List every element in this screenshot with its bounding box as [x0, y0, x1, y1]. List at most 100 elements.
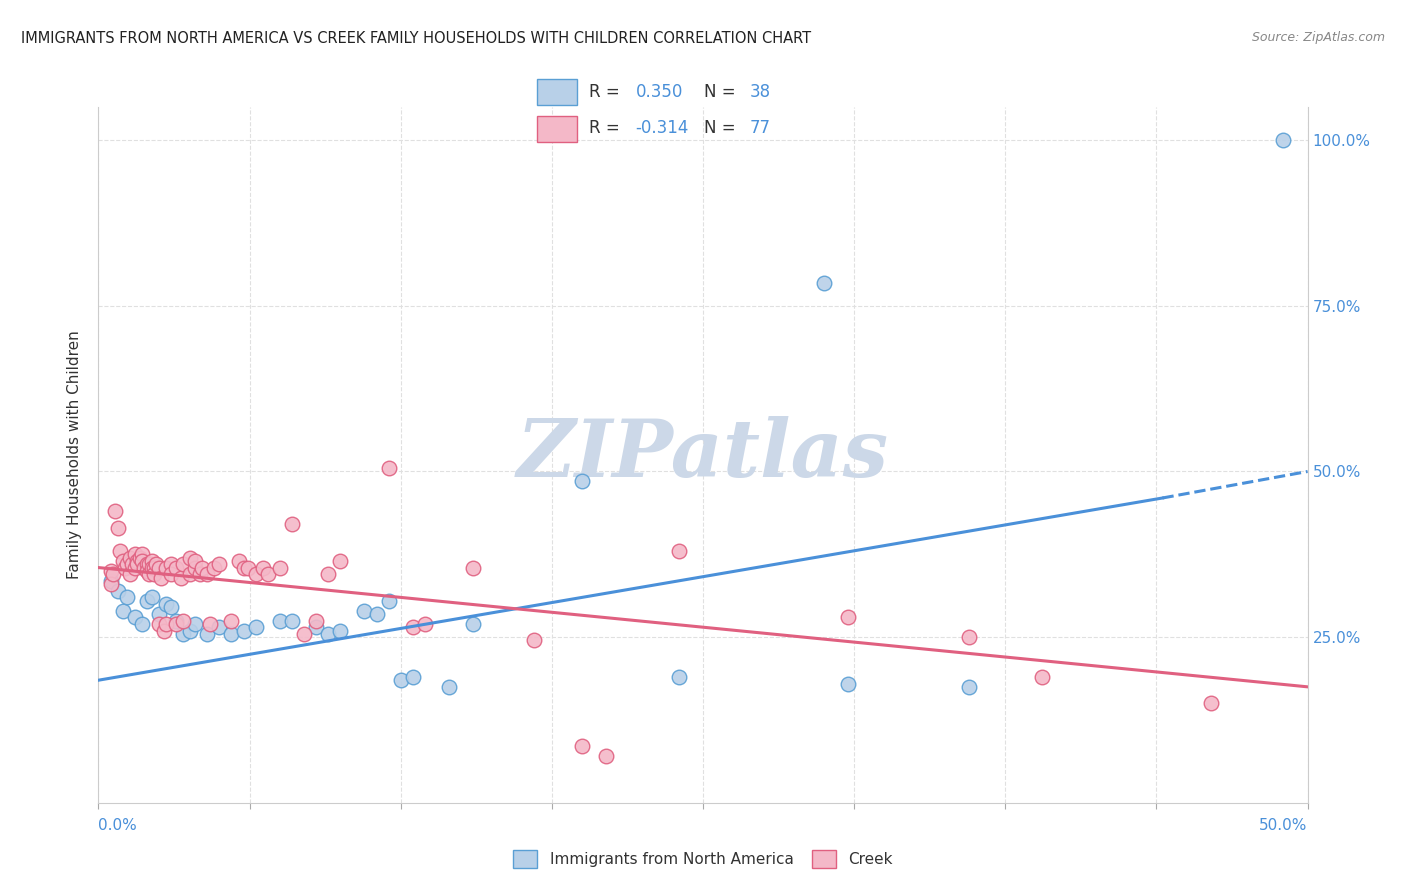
Point	[169, 570, 191, 584]
Point	[191, 560, 214, 574]
Point	[221, 614, 243, 628]
Point	[252, 560, 274, 574]
Point	[160, 600, 183, 615]
Point	[195, 567, 218, 582]
Point	[155, 560, 177, 574]
Point	[245, 620, 267, 634]
Text: Source: ZipAtlas.com: Source: ZipAtlas.com	[1251, 31, 1385, 45]
Point	[108, 544, 131, 558]
Point	[204, 560, 226, 574]
Point	[141, 554, 163, 568]
Point	[118, 550, 141, 565]
Point	[127, 558, 149, 572]
Point	[668, 670, 690, 684]
Point	[281, 614, 304, 628]
Point	[413, 616, 436, 631]
Point	[305, 614, 328, 628]
Y-axis label: Family Households with Children: Family Households with Children	[67, 331, 83, 579]
Point	[135, 593, 157, 607]
Point	[463, 616, 485, 631]
Text: 77: 77	[749, 119, 770, 137]
Text: 0.0%: 0.0%	[98, 818, 138, 832]
Point	[179, 567, 201, 582]
Point	[269, 614, 291, 628]
Point	[366, 607, 388, 621]
Point	[228, 554, 250, 568]
Point	[143, 560, 166, 574]
Point	[269, 560, 291, 574]
Point	[138, 567, 160, 582]
Point	[145, 558, 167, 572]
Point	[118, 567, 141, 582]
Point	[595, 749, 617, 764]
Point	[316, 567, 339, 582]
Point	[172, 558, 194, 572]
Text: 38: 38	[749, 83, 770, 101]
Point	[523, 633, 546, 648]
Point	[124, 610, 146, 624]
Point	[100, 574, 122, 588]
Point	[245, 567, 267, 582]
Point	[1272, 133, 1295, 147]
Point	[208, 620, 231, 634]
Point	[138, 558, 160, 572]
Point	[148, 560, 170, 574]
Point	[127, 554, 149, 568]
Point	[121, 558, 143, 572]
Point	[131, 547, 153, 561]
Point	[143, 567, 166, 582]
Point	[135, 564, 157, 578]
Point	[571, 475, 593, 489]
Point	[221, 627, 243, 641]
Point	[238, 560, 260, 574]
Point	[160, 558, 183, 572]
Point	[117, 591, 139, 605]
Point	[165, 560, 187, 574]
Point	[148, 616, 170, 631]
Point	[305, 620, 328, 634]
Point	[111, 554, 134, 568]
Point	[232, 560, 254, 574]
Point	[329, 624, 352, 638]
Point	[165, 616, 187, 631]
Point	[160, 567, 183, 582]
Point	[208, 558, 231, 572]
Point	[184, 554, 207, 568]
Point	[172, 627, 194, 641]
Point	[184, 616, 207, 631]
Point	[155, 597, 177, 611]
Point	[402, 620, 425, 634]
Point	[292, 627, 315, 641]
Point	[134, 560, 156, 574]
Point	[957, 630, 980, 644]
Point	[188, 567, 211, 582]
Text: N =: N =	[703, 83, 741, 101]
Text: N =: N =	[703, 119, 741, 137]
Point	[329, 554, 352, 568]
Point	[281, 517, 304, 532]
Text: 0.350: 0.350	[636, 83, 683, 101]
Point	[437, 680, 460, 694]
Point	[124, 560, 146, 574]
Point	[316, 627, 339, 641]
Point	[389, 673, 412, 688]
Point	[813, 276, 835, 290]
Point	[107, 521, 129, 535]
Point	[100, 564, 122, 578]
Point	[117, 558, 139, 572]
Point	[135, 558, 157, 572]
Point	[1199, 697, 1222, 711]
Text: -0.314: -0.314	[636, 119, 689, 137]
Point	[131, 616, 153, 631]
Point	[353, 604, 375, 618]
Point	[111, 604, 134, 618]
Text: IMMIGRANTS FROM NORTH AMERICA VS CREEK FAMILY HOUSEHOLDS WITH CHILDREN CORRELATI: IMMIGRANTS FROM NORTH AMERICA VS CREEK F…	[21, 31, 811, 46]
Point	[232, 624, 254, 638]
Text: R =: R =	[589, 119, 626, 137]
Point	[837, 676, 859, 690]
Legend: Immigrants from North America, Creek: Immigrants from North America, Creek	[505, 842, 901, 875]
Text: ZIPatlas: ZIPatlas	[517, 417, 889, 493]
Text: R =: R =	[589, 83, 626, 101]
Point	[1031, 670, 1053, 684]
Point	[101, 567, 124, 582]
